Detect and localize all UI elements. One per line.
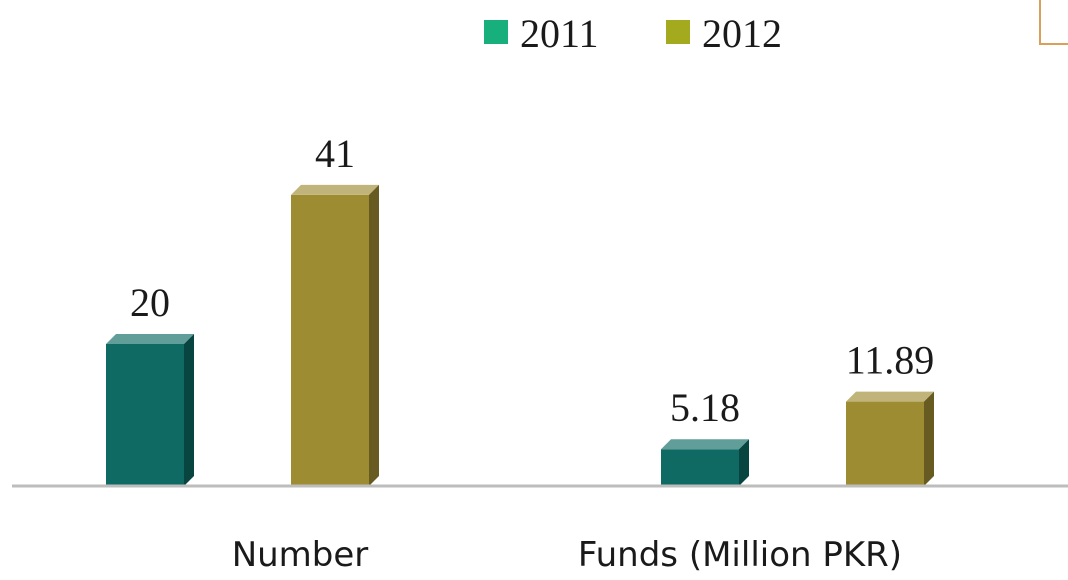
legend-label-2011: 2011 [520,11,599,56]
category-labels: Number Funds (Million PKR) [232,535,902,575]
data-label-2012-0: 41 [315,131,355,176]
bar-front-2011-1 [661,449,739,486]
bar-side-2012-0 [369,184,379,486]
data-label-2011-1: 5.18 [670,385,740,430]
bar-side-2012-1 [924,391,934,486]
bar-top-2011-1 [661,439,749,450]
bar-2012-0 [291,184,379,486]
bar-side-2011-0 [184,334,194,486]
bar-front-2012-1 [846,401,924,486]
category-label-0: Number [232,535,369,575]
bar-top-2012-1 [846,391,934,402]
data-label-2012-1: 11.89 [846,338,935,383]
legend-swatch-2012 [666,20,690,44]
bar-front-2011-0 [106,344,184,486]
frame-edge [1039,0,1068,45]
bar-2011-1 [661,439,749,486]
legend: 2011 2012 [484,11,782,56]
bar-top-2011-0 [106,334,194,344]
legend-label-2012: 2012 [702,11,782,56]
bar-2012-1 [846,391,934,486]
category-label-1: Funds (Million PKR) [578,535,902,575]
data-label-2011-0: 20 [130,280,170,325]
legend-swatch-2011 [484,20,508,44]
bar-2011-0 [106,334,194,486]
bar-top-2012-0 [291,184,379,195]
bar-side-2011-1 [739,439,749,486]
bar-front-2012-0 [291,194,369,486]
bars: 20 41 5.18 11.89 [106,131,934,486]
